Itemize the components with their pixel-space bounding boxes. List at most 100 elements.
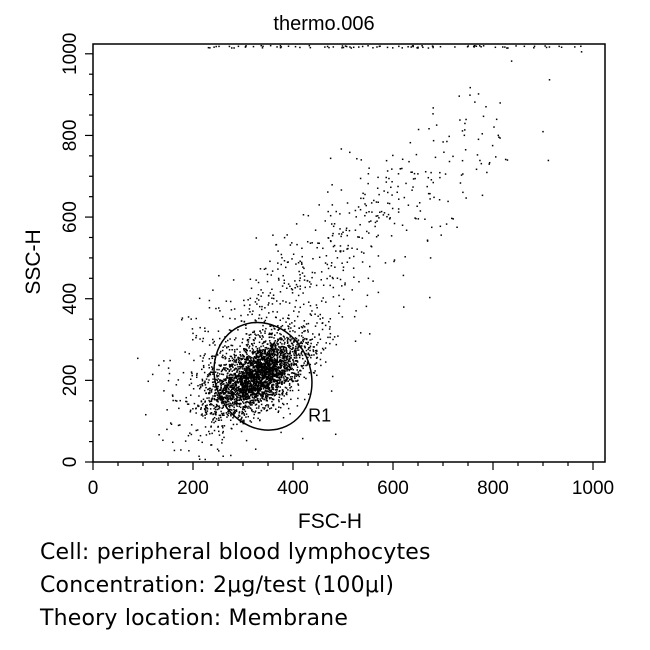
data-point [447, 200, 449, 203]
data-point [318, 204, 320, 206]
data-point [258, 376, 260, 379]
data-point [260, 373, 262, 375]
data-point [272, 398, 275, 401]
data-point [456, 226, 458, 229]
data-point [372, 280, 374, 282]
data-point [282, 355, 285, 357]
data-point [262, 358, 264, 361]
data-point [265, 393, 267, 396]
data-point [311, 242, 313, 244]
data-point [264, 407, 266, 409]
data-point [533, 47, 535, 49]
data-point [211, 381, 214, 384]
data-point [286, 358, 289, 360]
data-point [295, 373, 297, 375]
data-point [454, 46, 456, 48]
data-point [231, 387, 233, 389]
data-point [265, 353, 268, 356]
data-point [270, 360, 273, 362]
data-point [533, 45, 536, 48]
data-point [267, 350, 270, 353]
data-point [251, 347, 254, 350]
data-point [264, 380, 266, 382]
data-point [252, 310, 254, 312]
data-point [283, 259, 286, 262]
data-point [278, 328, 280, 331]
data-point [298, 279, 301, 282]
data-point [366, 294, 369, 297]
data-point [273, 362, 276, 364]
data-point [236, 389, 239, 392]
data-point [281, 324, 284, 327]
data-point [281, 350, 284, 353]
data-point [419, 210, 422, 212]
data-point [278, 374, 281, 376]
data-point [271, 362, 274, 365]
data-point [256, 356, 259, 358]
data-point [360, 159, 363, 161]
data-point [221, 438, 224, 441]
data-point [261, 383, 263, 385]
data-point [270, 366, 273, 369]
data-point [262, 324, 264, 327]
data-point [254, 395, 256, 398]
data-point [201, 380, 204, 382]
data-point [215, 403, 218, 406]
data-point [442, 141, 444, 143]
data-point [258, 375, 261, 378]
data-point [325, 342, 327, 344]
data-point [215, 388, 218, 391]
data-point [250, 361, 253, 364]
data-point [411, 189, 413, 191]
data-point [314, 272, 316, 274]
data-point [271, 303, 274, 305]
data-point [204, 405, 207, 407]
data-point [255, 364, 257, 367]
data-point [261, 356, 264, 359]
data-point [256, 387, 259, 390]
data-point [223, 364, 225, 366]
data-point [273, 384, 275, 386]
data-point [303, 279, 306, 281]
data-point [283, 381, 286, 384]
data-point [354, 229, 357, 231]
data-point [262, 342, 265, 344]
data-point [307, 331, 309, 333]
data-point [284, 350, 286, 353]
data-point [309, 286, 311, 288]
data-point [477, 93, 480, 95]
data-point [214, 395, 216, 397]
data-point [398, 45, 400, 48]
data-point [267, 385, 269, 387]
data-point [278, 382, 281, 384]
data-point [249, 381, 252, 383]
data-point [244, 393, 247, 396]
data-point [295, 345, 297, 348]
data-point [269, 342, 272, 344]
data-point [204, 353, 206, 355]
data-point [212, 289, 214, 291]
data-point [243, 367, 246, 370]
data-point [242, 389, 245, 392]
data-point [244, 374, 246, 376]
data-point [263, 370, 266, 372]
data-point [351, 247, 353, 249]
data-point [289, 353, 291, 355]
data-point [263, 360, 266, 362]
data-point [349, 151, 351, 154]
data-point [283, 371, 286, 373]
data-point [294, 337, 297, 339]
data-point [374, 225, 376, 228]
data-point [574, 46, 576, 48]
data-point [219, 352, 221, 354]
data-point [288, 302, 291, 304]
data-point [279, 346, 281, 348]
data-point [208, 397, 210, 399]
data-point [181, 317, 184, 319]
data-point [229, 359, 232, 362]
data-point [331, 204, 334, 206]
data-point [228, 329, 231, 331]
data-point [167, 367, 170, 369]
data-point [197, 384, 199, 387]
data-point [432, 107, 434, 109]
